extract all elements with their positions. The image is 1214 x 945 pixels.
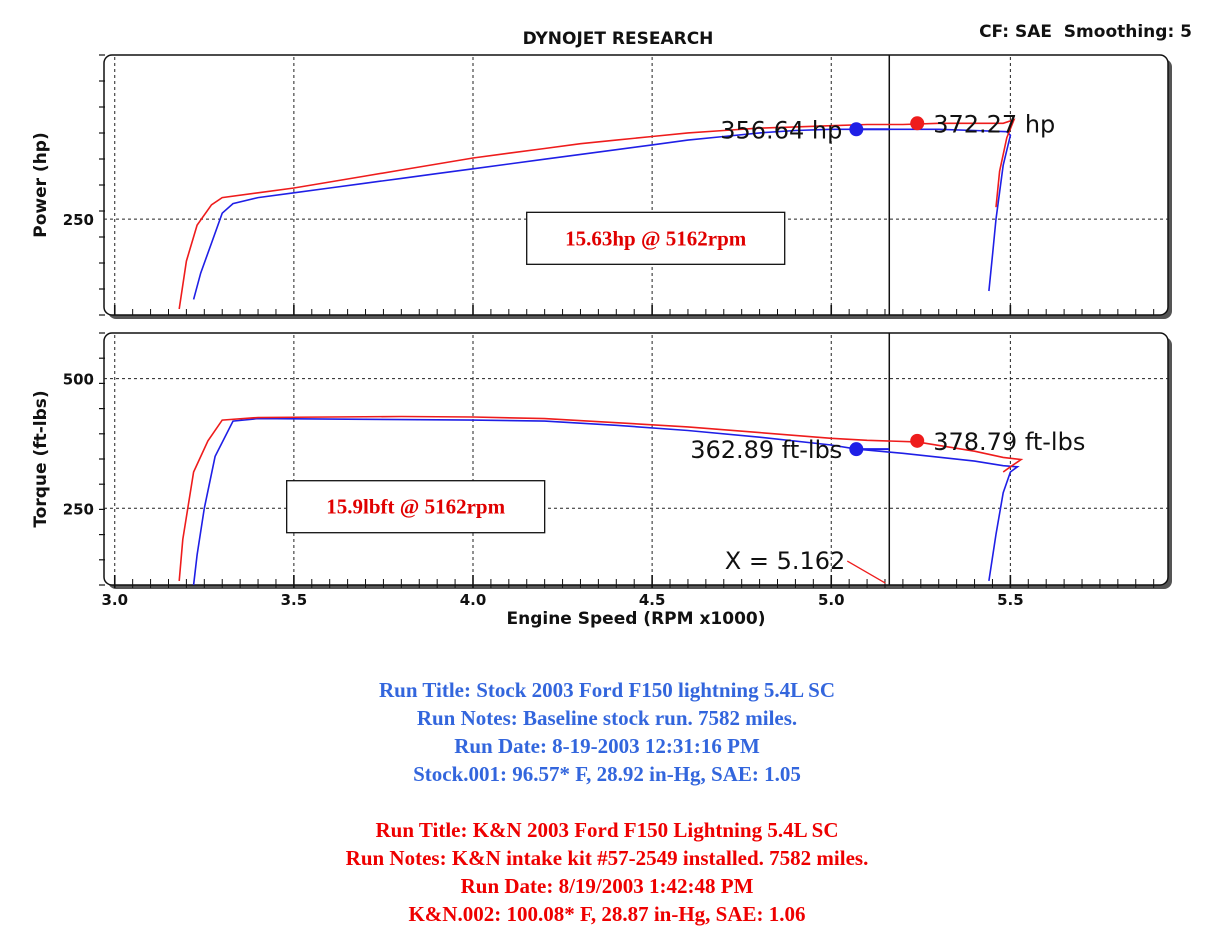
y-axis-label: Torque (ft-lbs) (31, 390, 51, 527)
annotation-box (526, 211, 786, 265)
stock-run-date: Run Date: 8-19-2003 12:31:16 PM (454, 734, 760, 758)
y-tick-label: 250 (63, 500, 94, 518)
kn-series-line (178, 118, 1016, 310)
stock-run-notes-line: Run Notes: Baseline stock run. 7582 mile… (416, 706, 798, 730)
chart-title: DYNOJET RESEARCH (523, 29, 714, 49)
x-tick-label: 3.0 (101, 591, 128, 609)
chart-settings: CF: SAE Smoothing: 5 (979, 22, 1192, 42)
kn-run-title: Run Title: K&N 2003 Ford F150 Lightning … (375, 818, 839, 842)
y-axis-label: Power (hp) (31, 132, 51, 238)
kn-run-conditions: K&N.002: 100.08* F, 28.87 in-Hg, SAE: 1.… (408, 902, 806, 926)
x-tick-label: 4.5 (639, 591, 666, 609)
x-axis-label: Engine Speed (RPM x1000) (506, 609, 765, 629)
panel-frame (103, 54, 1169, 316)
stock-series-line (192, 417, 1020, 586)
kn-marker (910, 433, 925, 448)
kn-marker-label: 378.79 ft-lbs (933, 428, 1085, 456)
x-tick-label: 5.5 (997, 591, 1024, 609)
stock-run-title: Run Title: Stock 2003 Ford F150 lightnin… (378, 678, 836, 702)
kn-marker-label: 372.27 hp (933, 110, 1055, 138)
stock-marker-label: 356.64 hp (720, 116, 842, 144)
x-tick-label: 5.0 (818, 591, 845, 609)
kn-marker (910, 116, 925, 131)
kn-series-line (178, 415, 1024, 581)
kn-run-notes-line: Run Notes: K&N intake kit #57-2549 insta… (345, 846, 869, 870)
cursor-leader (846, 560, 886, 584)
cursor-label: X = 5.162 (725, 547, 846, 575)
stock-marker-label: 362.89 ft-lbs (690, 436, 842, 464)
stock-run-notes: Run Title: Stock 2003 Ford F150 lightnin… (0, 676, 1214, 788)
annotation-text: 15.63hp @ 5162rpm (565, 226, 747, 250)
y-tick-label: 250 (63, 211, 94, 229)
stock-run-conditions: Stock.001: 96.57* F, 28.92 in-Hg, SAE: 1… (413, 762, 801, 786)
x-tick-label: 4.0 (460, 591, 487, 609)
power-panel: 250 Power (hp) 356.64 hp 372.27 hp 15.63hp @… (31, 54, 1172, 319)
kn-run-date: Run Date: 8/19/2003 1:42:48 PM (460, 874, 754, 898)
kn-run-notes: Run Title: K&N 2003 Ford F150 Lightning … (0, 816, 1214, 928)
dyno-chart: DYNOJET RESEARCH CF: SAE Smoothing: 5 25… (31, 22, 1192, 629)
stock-marker (849, 442, 864, 457)
panel-frame (103, 332, 1169, 586)
annotation-box (286, 480, 546, 534)
stock-marker (849, 122, 864, 137)
torque-panel: 250 500 Torque (ft-lbs) 362.89 ft-lbs 378.79… (31, 332, 1172, 609)
y-tick-label: 500 (63, 371, 94, 389)
annotation-text: 15.9lbft @ 5162rpm (326, 495, 505, 519)
x-tick-label: 3.5 (281, 591, 308, 609)
stock-series-line (192, 128, 1012, 300)
